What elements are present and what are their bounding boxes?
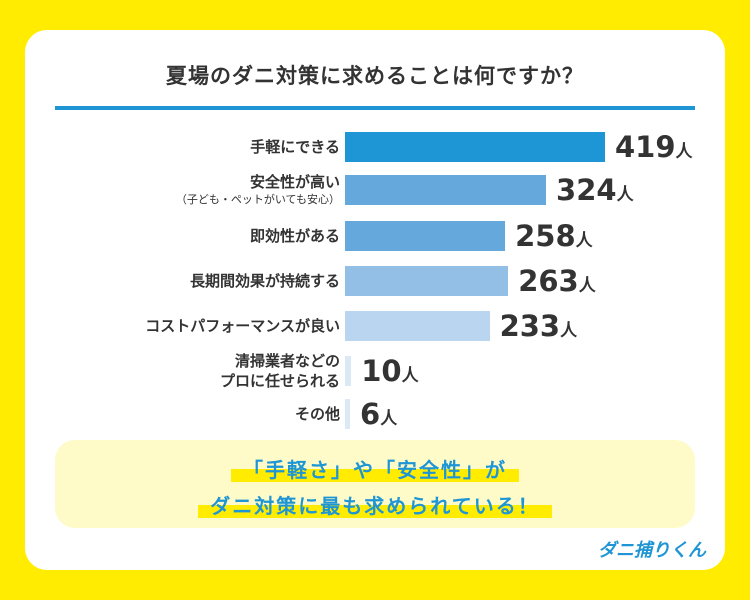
category-label-text: 手軽にできる xyxy=(250,138,340,156)
unit-label: 人 xyxy=(616,185,634,205)
category-label: 安全性が高い （子ども・ペットがいても安心） xyxy=(176,172,340,208)
bar xyxy=(345,175,547,205)
category-label: 手軽にできる xyxy=(250,137,340,157)
unit-label: 人 xyxy=(560,321,578,341)
unit-label: 人 xyxy=(578,276,596,296)
bar xyxy=(345,399,350,429)
data-label: 419人 xyxy=(615,130,693,164)
brand-logo: ダニ捕りくん xyxy=(598,540,706,561)
unit-label: 人 xyxy=(380,409,398,429)
unit-label: 人 xyxy=(575,231,593,251)
category-label: その他 xyxy=(295,404,340,424)
category-label: 即効性がある xyxy=(250,226,340,246)
bar xyxy=(345,311,490,341)
bar xyxy=(345,266,509,296)
category-label: 長期間効果が持続する xyxy=(190,271,340,291)
unit-label: 人 xyxy=(675,142,693,162)
summary-line-1: 「手軽さ」や「安全性」が xyxy=(55,454,695,483)
unit-label: 人 xyxy=(401,366,419,386)
category-label-text: 清掃業者などの xyxy=(234,352,340,370)
bar xyxy=(345,356,352,386)
category-sublabel: （子ども・ペットがいても安心） xyxy=(175,193,340,206)
summary-line-2-text: ダニ対策に最も求められている！ xyxy=(198,494,552,518)
title-underline xyxy=(55,106,695,110)
bar xyxy=(345,132,605,162)
category-label: 清掃業者などのプロに任せられる xyxy=(220,351,340,391)
data-label: 258人 xyxy=(515,219,593,253)
bar xyxy=(345,221,506,251)
data-label: 10人 xyxy=(361,354,419,388)
category-label-text: その他 xyxy=(294,405,340,423)
category-label: コストパフォーマンスが良い xyxy=(145,316,340,336)
data-label: 324人 xyxy=(556,173,634,207)
summary-line-2: ダニ対策に最も求められている！ xyxy=(55,490,695,519)
category-sublabel: プロに任せられる xyxy=(219,372,340,390)
chart-title: 夏場のダニ対策に求めることは何ですか？ xyxy=(166,64,584,88)
summary-box: 「手軽さ」や「安全性」が ダニ対策に最も求められている！ xyxy=(55,440,695,528)
category-label-text: 即効性がある xyxy=(249,227,340,245)
category-label-text: 安全性が高い xyxy=(249,173,340,191)
data-label: 6人 xyxy=(360,397,398,431)
data-label: 263人 xyxy=(518,264,596,298)
category-label-text: コストパフォーマンスが良い xyxy=(145,317,340,335)
category-label-text: 長期間効果が持続する xyxy=(189,272,340,290)
summary-line-1-text: 「手軽さ」や「安全性」が xyxy=(231,458,519,482)
data-label: 233人 xyxy=(499,309,578,343)
